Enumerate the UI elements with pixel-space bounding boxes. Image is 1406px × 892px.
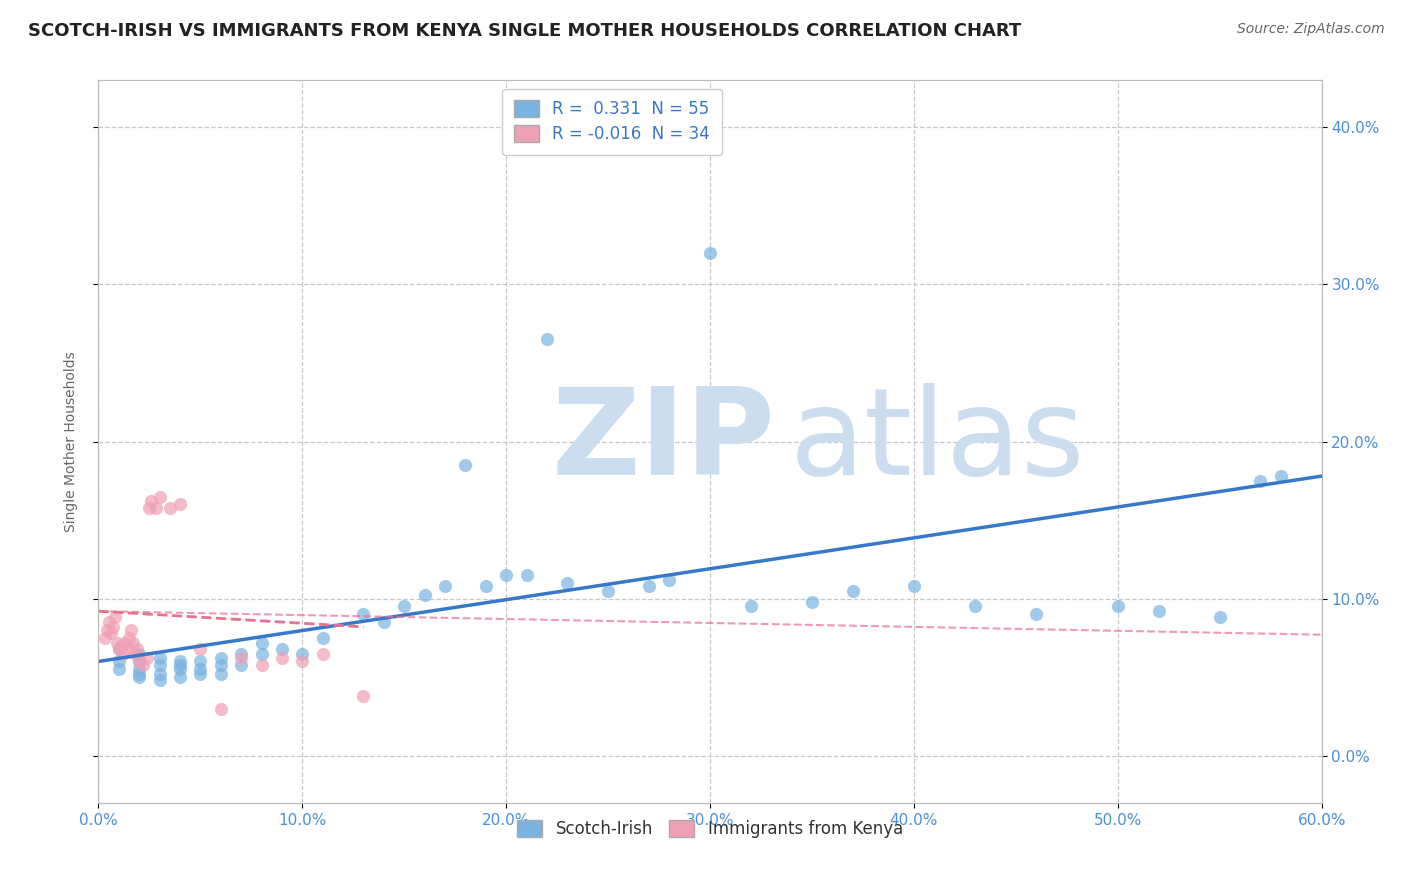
Point <box>188 662 212 676</box>
Point <box>159 500 181 515</box>
Y-axis label: Single Mother Households: Single Mother Households <box>63 351 77 532</box>
Point <box>291 647 314 661</box>
Point <box>1249 474 1271 488</box>
Point <box>124 647 146 661</box>
Point <box>111 647 134 661</box>
Point <box>188 655 212 669</box>
Point <box>132 657 155 672</box>
Point <box>149 673 172 688</box>
Point <box>141 494 163 508</box>
Point <box>231 647 253 661</box>
Text: SCOTCH-IRISH VS IMMIGRANTS FROM KENYA SINGLE MOTHER HOUSEHOLDS CORRELATION CHART: SCOTCH-IRISH VS IMMIGRANTS FROM KENYA SI… <box>28 22 1021 40</box>
Point <box>128 655 150 669</box>
Point <box>250 647 273 661</box>
Point <box>270 651 294 665</box>
Point <box>115 641 138 656</box>
Point <box>114 635 136 649</box>
Point <box>516 568 538 582</box>
Point <box>108 655 131 669</box>
Point <box>291 655 314 669</box>
Point <box>312 631 335 645</box>
Point <box>169 662 191 676</box>
Text: Source: ZipAtlas.com: Source: ZipAtlas.com <box>1237 22 1385 37</box>
Point <box>209 657 232 672</box>
Point <box>352 689 374 703</box>
Point <box>270 641 294 656</box>
Point <box>188 667 212 681</box>
Point <box>96 623 118 637</box>
Point <box>127 641 149 656</box>
Text: ZIP: ZIP <box>551 383 775 500</box>
Point <box>136 651 159 665</box>
Point <box>658 573 681 587</box>
Point <box>149 651 172 665</box>
Point <box>93 631 115 645</box>
Point <box>250 657 273 672</box>
Point <box>392 599 416 614</box>
Point <box>101 620 124 634</box>
Point <box>169 657 191 672</box>
Point <box>474 579 498 593</box>
Point <box>637 579 661 593</box>
Point <box>555 575 579 590</box>
Point <box>1147 604 1170 618</box>
Point <box>740 599 762 614</box>
Point <box>413 589 436 603</box>
Point <box>454 458 477 472</box>
Point <box>108 641 131 656</box>
Point <box>149 490 172 504</box>
Point <box>100 626 122 640</box>
Point <box>128 670 150 684</box>
Point <box>128 655 150 669</box>
Point <box>312 647 335 661</box>
Point <box>801 595 824 609</box>
Point <box>149 657 172 672</box>
Point <box>231 657 253 672</box>
Point <box>1209 610 1232 624</box>
Point <box>1270 469 1292 483</box>
Point <box>209 701 232 715</box>
Point <box>120 623 142 637</box>
Point <box>536 333 558 347</box>
Point <box>138 500 160 515</box>
Point <box>209 651 232 665</box>
Point <box>373 615 395 630</box>
Point <box>169 670 191 684</box>
Point <box>699 246 721 260</box>
Point <box>97 615 120 630</box>
Point <box>188 641 212 656</box>
Point <box>105 635 128 649</box>
Point <box>434 579 457 593</box>
Point <box>108 662 131 676</box>
Point <box>110 639 132 653</box>
Point <box>209 667 232 681</box>
Text: atlas: atlas <box>790 383 1085 500</box>
Point <box>841 583 863 598</box>
Point <box>903 579 925 593</box>
Point <box>965 599 987 614</box>
Point <box>250 635 273 649</box>
Point <box>104 610 127 624</box>
Point <box>495 568 517 582</box>
Point <box>231 651 253 665</box>
Point <box>1107 599 1129 614</box>
Point <box>128 662 150 676</box>
Point <box>169 497 191 511</box>
Point <box>118 631 141 645</box>
Point <box>352 607 374 622</box>
Point <box>108 641 131 656</box>
Legend: Scotch-Irish, Immigrants from Kenya: Scotch-Irish, Immigrants from Kenya <box>510 814 910 845</box>
Point <box>1025 607 1047 622</box>
Point <box>169 655 191 669</box>
Point <box>122 635 145 649</box>
Point <box>598 583 620 598</box>
Point <box>128 647 150 661</box>
Point <box>128 667 150 681</box>
Point <box>145 500 167 515</box>
Point <box>149 667 172 681</box>
